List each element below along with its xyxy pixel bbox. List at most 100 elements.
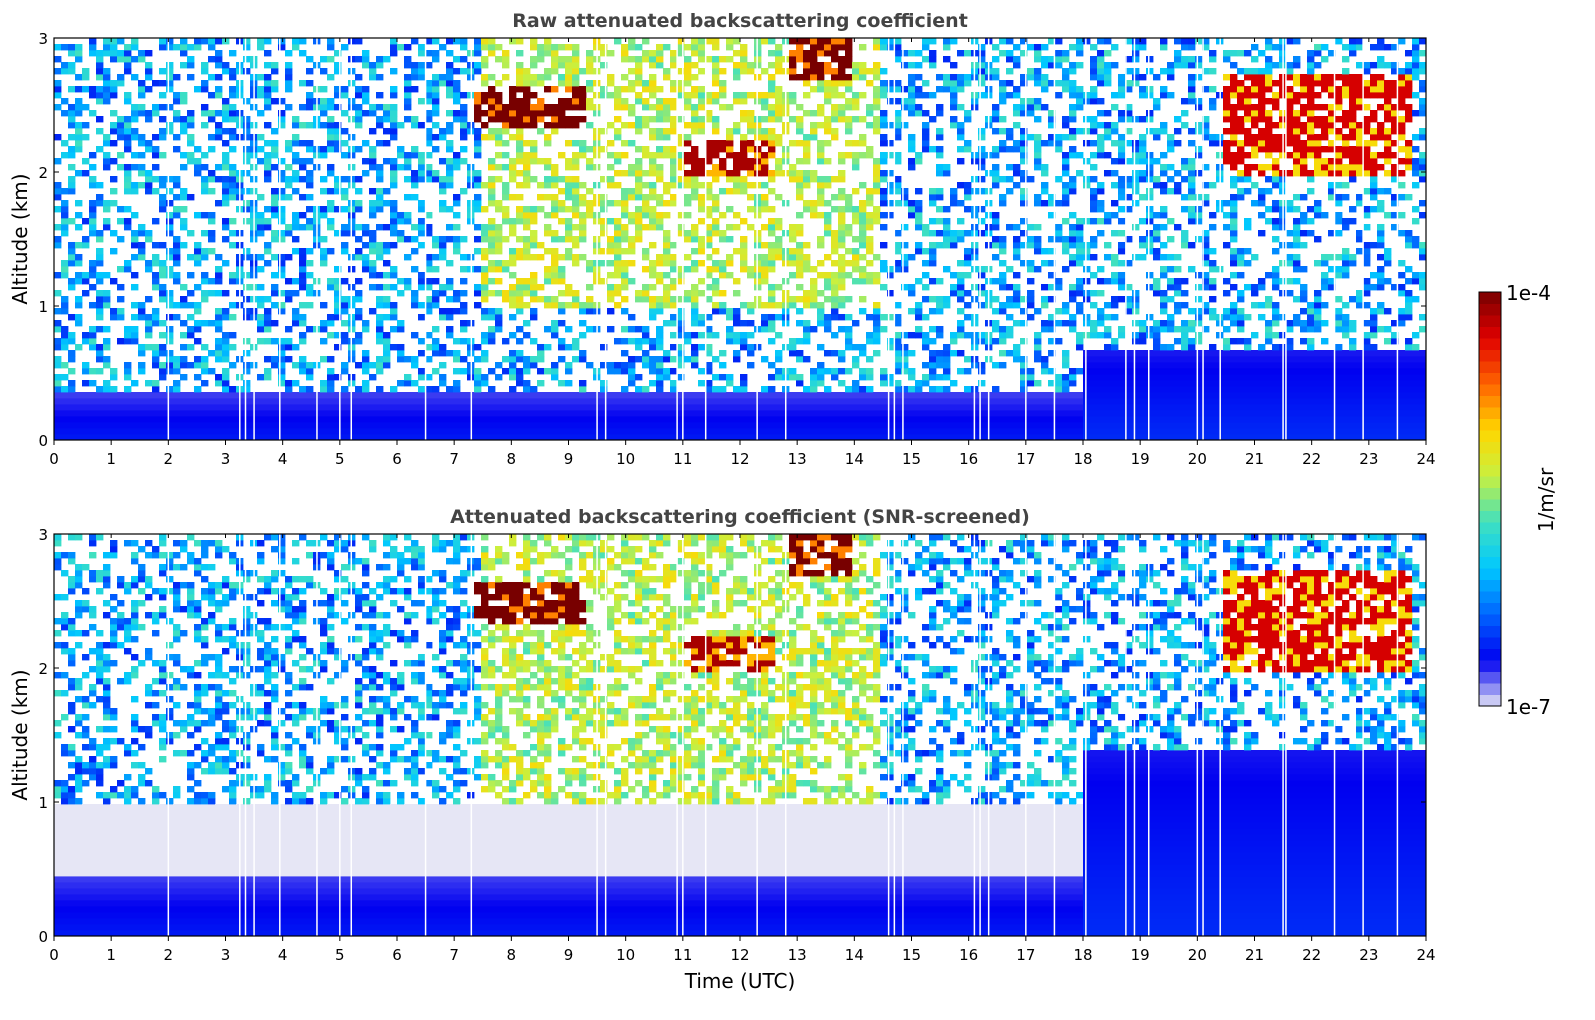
heatmap-cell (481, 434, 489, 441)
heatmap-cell (215, 176, 223, 183)
heatmap-cell (530, 62, 538, 69)
heatmap-cell (432, 80, 440, 87)
heatmap-cell (838, 410, 846, 417)
heatmap-cell (803, 422, 811, 429)
heatmap-cell (446, 386, 454, 393)
heatmap-cell (775, 68, 783, 75)
heatmap-cell (621, 308, 629, 315)
heatmap-cell (621, 284, 629, 291)
heatmap-cell (586, 302, 594, 309)
heatmap-cell (733, 74, 741, 81)
heatmap-cell (789, 92, 797, 99)
heatmap-cell (649, 56, 657, 63)
heatmap-cell (439, 290, 447, 297)
heatmap-cell (964, 248, 972, 255)
heatmap-cell (166, 410, 174, 417)
heatmap-cell (726, 422, 734, 429)
heatmap-cell (768, 116, 776, 123)
heatmap-cell (117, 296, 125, 303)
heatmap-cell (306, 326, 314, 333)
heatmap-cell (586, 68, 594, 75)
heatmap-cell (229, 182, 237, 189)
heatmap-cell (166, 254, 174, 261)
heatmap-cell (719, 434, 727, 441)
heatmap-cell (908, 98, 916, 105)
heatmap-cell (733, 62, 741, 69)
heatmap-cell (61, 140, 69, 147)
heatmap-cell (306, 68, 314, 75)
heatmap-cell (264, 296, 272, 303)
heatmap-cell (215, 344, 223, 351)
heatmap-cell (264, 422, 272, 429)
heatmap-cell (733, 320, 741, 327)
heatmap-cell (768, 50, 776, 57)
heatmap-cell (138, 164, 146, 171)
heatmap-cell (243, 56, 251, 63)
heatmap-cell (341, 362, 349, 369)
heatmap-cell (103, 50, 111, 57)
heatmap-cell (705, 410, 713, 417)
heatmap-cell (257, 374, 265, 381)
heatmap-cell (82, 422, 90, 429)
heatmap-cell (796, 248, 804, 255)
heatmap-cell (180, 296, 188, 303)
heatmap-cell (327, 218, 335, 225)
heatmap-cell (278, 170, 286, 177)
heatmap-cell (96, 146, 104, 153)
heatmap-cell (68, 188, 76, 195)
heatmap-cell (705, 170, 713, 177)
heatmap-cell (481, 398, 489, 405)
heatmap-cell (68, 434, 76, 441)
heatmap-cell (621, 296, 629, 303)
heatmap-cell (747, 206, 755, 213)
heatmap-cell (831, 374, 839, 381)
heatmap-cell (96, 434, 104, 441)
heatmap-cell (446, 182, 454, 189)
heatmap-cell (243, 434, 251, 441)
heatmap-cell (824, 398, 832, 405)
heatmap-cell (803, 74, 811, 81)
heatmap-cell (215, 38, 223, 45)
heatmap-cell (614, 434, 622, 441)
heatmap-cell (943, 416, 951, 423)
heatmap-cell (957, 128, 965, 135)
heatmap-cell (635, 164, 643, 171)
heatmap-cell (852, 74, 860, 81)
heatmap-cell (488, 368, 496, 375)
heatmap-cell (516, 374, 524, 381)
heatmap-cell (656, 44, 664, 51)
heatmap-cell (411, 176, 419, 183)
heatmap-cell (761, 356, 769, 363)
heatmap-cell (579, 230, 587, 237)
heatmap-cell (712, 170, 720, 177)
heatmap-cell (621, 338, 629, 345)
heatmap-cell (61, 218, 69, 225)
heatmap-cell (684, 140, 692, 147)
heatmap-cell (726, 254, 734, 261)
heatmap-cell (789, 350, 797, 357)
heatmap-cell (222, 260, 230, 267)
heatmap-cell (446, 398, 454, 405)
heatmap-cell (929, 242, 937, 249)
heatmap-cell (215, 200, 223, 207)
heatmap-cell (726, 56, 734, 63)
heatmap-cell (677, 332, 685, 339)
heatmap-cell (166, 80, 174, 87)
heatmap-cell (880, 170, 888, 177)
heatmap-cell (684, 410, 692, 417)
heatmap-cell (124, 188, 132, 195)
heatmap-cell (677, 410, 685, 417)
heatmap-cell (635, 434, 643, 441)
heatmap-cell (880, 152, 888, 159)
heatmap-cell (215, 314, 223, 321)
heatmap-cell (873, 164, 881, 171)
heatmap-cell (334, 86, 342, 93)
heatmap-cell (747, 392, 755, 399)
heatmap-cell (327, 320, 335, 327)
heatmap-cell (656, 254, 664, 261)
heatmap-cell (495, 422, 503, 429)
heatmap-cell (502, 236, 510, 243)
heatmap-cell (173, 248, 181, 255)
heatmap-cell (404, 152, 412, 159)
heatmap-cell (355, 122, 363, 129)
